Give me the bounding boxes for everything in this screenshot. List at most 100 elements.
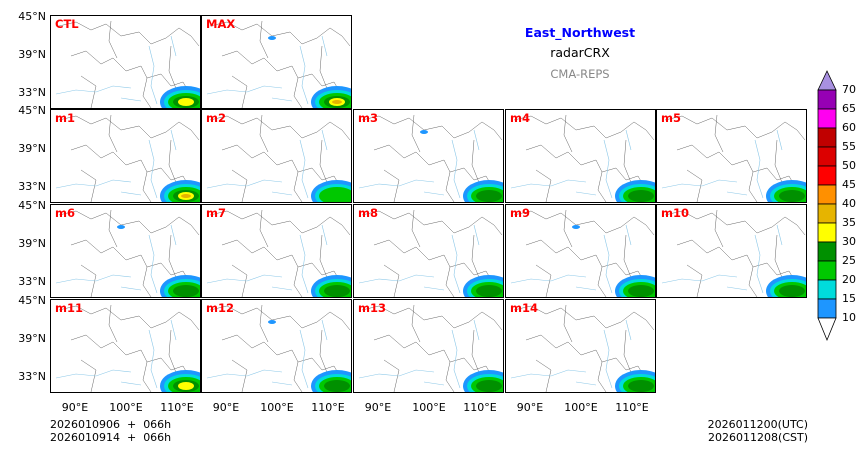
colorbar-tick-label: 15 xyxy=(842,292,856,305)
echo-area xyxy=(178,382,194,390)
colorbar-tick-label: 10 xyxy=(842,311,856,324)
map-panel-m7: m7 xyxy=(201,204,352,298)
echo-area xyxy=(420,130,428,134)
river-lines xyxy=(206,35,328,105)
river-lines xyxy=(206,224,328,294)
lat-tick-label: 45°N xyxy=(18,10,46,23)
map-panel-m14: m14 xyxy=(505,299,656,393)
region-title: East_Northwest xyxy=(524,25,636,40)
echo-area xyxy=(117,225,125,229)
colorbar-segment xyxy=(817,203,837,224)
echo-area xyxy=(268,36,276,40)
echo-area xyxy=(268,320,276,324)
river-lines xyxy=(510,129,632,199)
boundary-lines xyxy=(209,304,351,392)
map-panel-MAX: MAX xyxy=(201,15,352,109)
panel-label: m11 xyxy=(55,301,83,315)
panel-label: m3 xyxy=(358,111,378,125)
valid-time-cst: 2026011208(CST) xyxy=(708,431,808,444)
map-panel-m5: m5 xyxy=(656,109,807,203)
panel-label: m6 xyxy=(55,206,75,220)
boundary-lines xyxy=(209,209,351,297)
map-panel-m10: m10 xyxy=(656,204,807,298)
panel-label: m10 xyxy=(661,206,689,220)
colorbar-segment xyxy=(817,241,837,262)
colorbar-tick-label: 50 xyxy=(842,159,856,172)
map-m6 xyxy=(55,209,200,297)
colorbar-tick-label: 60 xyxy=(842,121,856,134)
panel-label: m9 xyxy=(510,206,530,220)
map-m3 xyxy=(358,114,503,202)
map-m5 xyxy=(661,114,806,202)
map-m7 xyxy=(206,209,351,297)
colorbar-tick-label: 65 xyxy=(842,102,856,115)
colorbar-segment xyxy=(817,127,837,148)
boundary-lines xyxy=(361,114,503,202)
river-lines xyxy=(358,319,480,389)
map-panel-m8: m8 xyxy=(353,204,504,298)
boundary-lines xyxy=(58,114,200,202)
valid-time-utc: 2026011200(UTC) xyxy=(707,418,808,431)
map-panel-m4: m4 xyxy=(505,109,656,203)
map-panel-m11: m11 xyxy=(50,299,201,393)
product-title: radarCRX xyxy=(550,45,610,60)
panel-label: m5 xyxy=(661,111,681,125)
lat-tick-label: 39°N xyxy=(18,332,46,345)
colorbar-tick-label: 40 xyxy=(842,197,856,210)
boundary-lines xyxy=(664,209,806,297)
map-panel-m12: m12 xyxy=(201,299,352,393)
panel-label: m4 xyxy=(510,111,530,125)
lon-tick-label: 110°E xyxy=(311,401,345,414)
map-m14 xyxy=(510,304,655,392)
boundary-lines xyxy=(513,209,655,297)
lat-tick-label: 33°N xyxy=(18,180,46,193)
boundary-lines xyxy=(664,114,806,202)
boundary-lines xyxy=(361,209,503,297)
colorbar-tick-label: 35 xyxy=(842,216,856,229)
colorbar-segment xyxy=(817,89,837,110)
colorbar-segment xyxy=(817,279,837,300)
echo-area xyxy=(178,98,194,106)
map-MAX xyxy=(206,20,351,108)
lat-tick-label: 39°N xyxy=(18,48,46,61)
panel-label: m8 xyxy=(358,206,378,220)
lon-tick-label: 100°E xyxy=(412,401,446,414)
lat-tick-label: 33°N xyxy=(18,275,46,288)
lon-tick-label: 100°E xyxy=(260,401,294,414)
map-m10 xyxy=(661,209,806,297)
boundary-lines xyxy=(513,304,655,392)
colorbar-segment xyxy=(817,222,837,243)
colorbar-segment xyxy=(817,184,837,205)
colorbar-over-arrow xyxy=(817,70,837,91)
echo-area xyxy=(476,285,502,297)
panel-label: MAX xyxy=(206,17,236,31)
river-lines xyxy=(510,319,632,389)
panel-label: m2 xyxy=(206,111,226,125)
boundary-lines xyxy=(209,114,351,202)
echo-area xyxy=(476,190,502,202)
boundary-lines xyxy=(513,114,655,202)
lat-tick-label: 33°N xyxy=(18,86,46,99)
echo-area xyxy=(332,100,342,104)
map-panel-m3: m3 xyxy=(353,109,504,203)
panel-label: m13 xyxy=(358,301,386,315)
echo-area xyxy=(324,285,350,297)
panel-label: m12 xyxy=(206,301,234,315)
echo-area xyxy=(572,225,580,229)
boundary-lines xyxy=(58,304,200,392)
lon-tick-label: 90°E xyxy=(364,401,392,414)
colorbar-tick-label: 45 xyxy=(842,178,856,191)
colorbar-segment xyxy=(817,298,837,319)
map-panel-m6: m6 xyxy=(50,204,201,298)
boundary-lines xyxy=(58,209,200,297)
colorbar xyxy=(817,70,837,342)
map-CTL xyxy=(55,20,200,108)
map-panel-m9: m9 xyxy=(505,204,656,298)
map-m2 xyxy=(206,114,351,202)
echo-area xyxy=(628,285,654,297)
init-time-1: 2026010906 + 066h xyxy=(50,418,172,431)
map-panel-m1: m1 xyxy=(50,109,201,203)
lon-tick-label: 100°E xyxy=(564,401,598,414)
echo-area xyxy=(181,194,191,198)
